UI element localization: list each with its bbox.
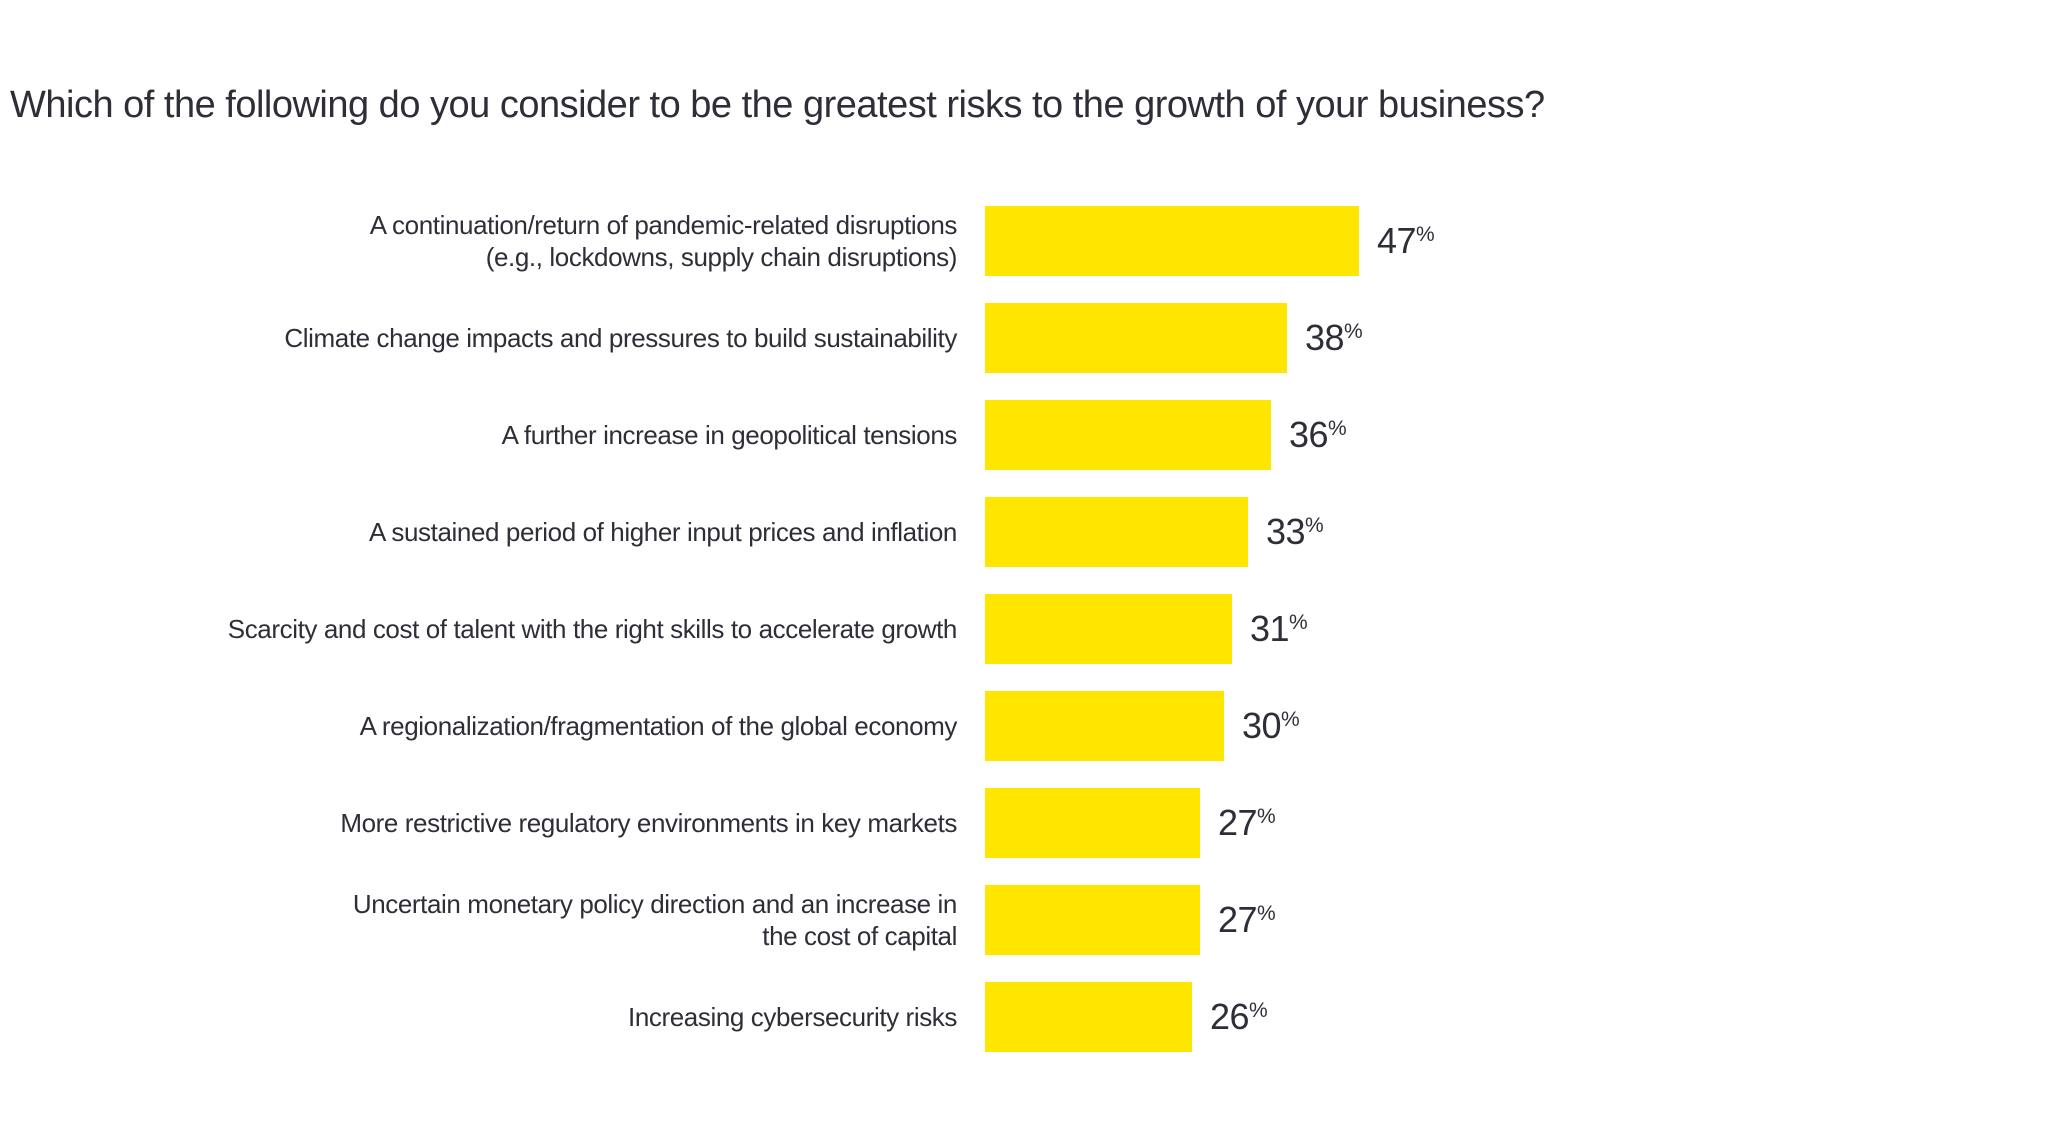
value-number: 31 (1250, 607, 1290, 649)
chart-row: A regionalization/fragmentation of the g… (0, 677, 2048, 774)
category-label: Increasing cybersecurity risks (628, 1001, 957, 1032)
chart-row: More restrictive regulatory environments… (0, 774, 2048, 871)
value-label: 27% (1218, 801, 1276, 844)
chart-row: A sustained period of higher input price… (0, 483, 2048, 580)
value-number: 36 (1289, 413, 1329, 455)
bar (985, 884, 1200, 955)
percent-sign: % (1257, 804, 1276, 828)
bar (985, 399, 1271, 470)
chart-row: Climate change impacts and pressures to … (0, 289, 2048, 386)
value-number: 47 (1377, 219, 1417, 261)
value-number: 38 (1305, 316, 1345, 358)
bar (985, 496, 1248, 567)
percent-sign: % (1344, 319, 1363, 343)
bar (985, 981, 1192, 1052)
percent-sign: % (1289, 610, 1308, 634)
percent-sign: % (1249, 998, 1268, 1022)
value-number: 30 (1242, 704, 1282, 746)
value-label: 31% (1250, 607, 1308, 650)
value-label: 26% (1210, 995, 1268, 1038)
category-label: A further increase in geopolitical tensi… (501, 419, 958, 450)
chart-row: A further increase in geopolitical tensi… (0, 386, 2048, 483)
bar-chart: A continuation/return of pandemic-relate… (0, 192, 2048, 1065)
percent-sign: % (1416, 222, 1435, 246)
category-label: A regionalization/fragmentation of the g… (359, 710, 958, 741)
bar (985, 787, 1200, 858)
value-label: 36% (1289, 413, 1347, 456)
category-label: More restrictive regulatory environments… (340, 807, 957, 838)
category-label: Uncertain monetary policy direction and … (352, 888, 958, 951)
chart-row: Uncertain monetary policy direction and … (0, 871, 2048, 968)
bar (985, 302, 1287, 373)
category-label: A continuation/return of pandemic-relate… (369, 209, 958, 272)
chart-row: A continuation/return of pandemic-relate… (0, 192, 2048, 289)
value-label: 33% (1266, 510, 1324, 553)
percent-sign: % (1328, 416, 1347, 440)
value-number: 26 (1210, 995, 1250, 1037)
category-label: Scarcity and cost of talent with the rig… (227, 613, 958, 644)
value-number: 33 (1266, 510, 1306, 552)
value-label: 30% (1242, 704, 1300, 747)
bar (985, 593, 1232, 664)
value-number: 27 (1218, 898, 1258, 940)
value-label: 27% (1218, 898, 1276, 941)
percent-sign: % (1257, 901, 1276, 925)
percent-sign: % (1281, 707, 1300, 731)
value-number: 27 (1218, 801, 1258, 843)
percent-sign: % (1305, 513, 1324, 537)
chart-title: Which of the following do you consider t… (10, 84, 1545, 126)
chart-row: Increasing cybersecurity risks 26% (0, 968, 2048, 1065)
value-label: 47% (1377, 219, 1435, 262)
category-label: Climate change impacts and pressures to … (284, 322, 957, 353)
bar (985, 690, 1224, 761)
value-label: 38% (1305, 316, 1363, 359)
bar (985, 205, 1359, 276)
chart-row: Scarcity and cost of talent with the rig… (0, 580, 2048, 677)
category-label: A sustained period of higher input price… (369, 516, 957, 547)
